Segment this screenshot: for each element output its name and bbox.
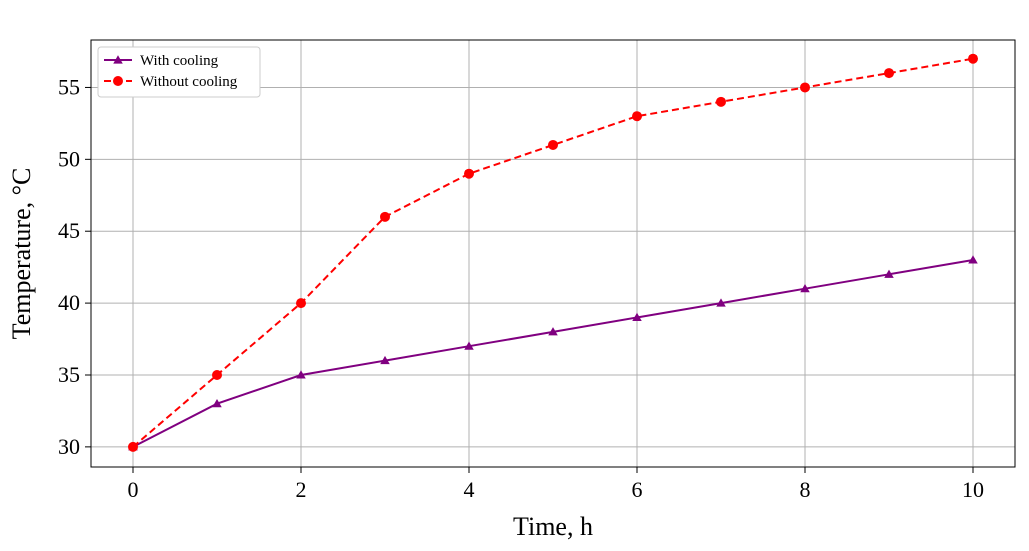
- data-point-without-cooling: [212, 369, 222, 380]
- legend-label-with-cooling: With cooling: [140, 53, 219, 69]
- grid-lines: [91, 40, 1015, 467]
- data-point-with-cooling: [632, 312, 642, 322]
- series-line-with-cooling: [132, 259, 974, 448]
- y-tick-label: 40: [58, 290, 80, 315]
- legend-label-without-cooling: Without cooling: [140, 74, 238, 90]
- x-axis-title: Time, h: [513, 512, 593, 541]
- data-point-without-cooling: [884, 68, 894, 79]
- plot-area-frame: [90, 39, 1016, 468]
- data-point-without-cooling: [968, 53, 978, 64]
- y-tick-label: 45: [58, 218, 80, 243]
- data-point-with-cooling: [296, 370, 306, 379]
- y-tick-label: 55: [58, 74, 80, 99]
- x-tick-label: 2: [296, 477, 307, 502]
- legend-box: [97, 46, 261, 98]
- y-tick-label: 30: [58, 434, 80, 459]
- data-point-with-cooling: [464, 341, 474, 350]
- data-point-with-cooling: [800, 283, 810, 293]
- y-tick-label: 35: [58, 362, 80, 387]
- data-point-without-cooling: [380, 211, 390, 222]
- data-point-without-cooling: [128, 441, 138, 452]
- data-point-without-cooling: [632, 111, 642, 122]
- data-point-with-cooling: [548, 327, 558, 336]
- x-tick-label: 6: [632, 477, 643, 502]
- data-point-without-cooling: [548, 139, 558, 150]
- series-layer: [128, 53, 978, 452]
- y-tick-label: 50: [58, 146, 80, 171]
- data-point-with-cooling: [212, 398, 222, 408]
- x-tick-label: 4: [464, 477, 475, 502]
- data-point-with-cooling: [884, 269, 894, 278]
- data-point-without-cooling: [464, 168, 474, 179]
- data-point-with-cooling: [716, 298, 726, 307]
- x-tick-label: 10: [962, 477, 984, 502]
- data-point-with-cooling: [968, 255, 978, 264]
- legend: With cooling Without cooling: [97, 46, 261, 98]
- data-point-without-cooling: [296, 298, 306, 309]
- x-tick-label: 8: [800, 477, 811, 502]
- y-axis-title: Temperature, °C: [7, 168, 36, 340]
- x-tick-label: 0: [128, 477, 139, 502]
- axis-ticks: 0 2 4 6 8 10 30 35 40 45 50 55: [58, 74, 984, 502]
- data-point-without-cooling: [716, 96, 726, 107]
- data-point-with-cooling: [380, 355, 390, 365]
- data-point-without-cooling: [800, 82, 810, 93]
- legend-marker-with-cooling: [113, 55, 123, 64]
- legend-marker-without-cooling: [113, 76, 123, 86]
